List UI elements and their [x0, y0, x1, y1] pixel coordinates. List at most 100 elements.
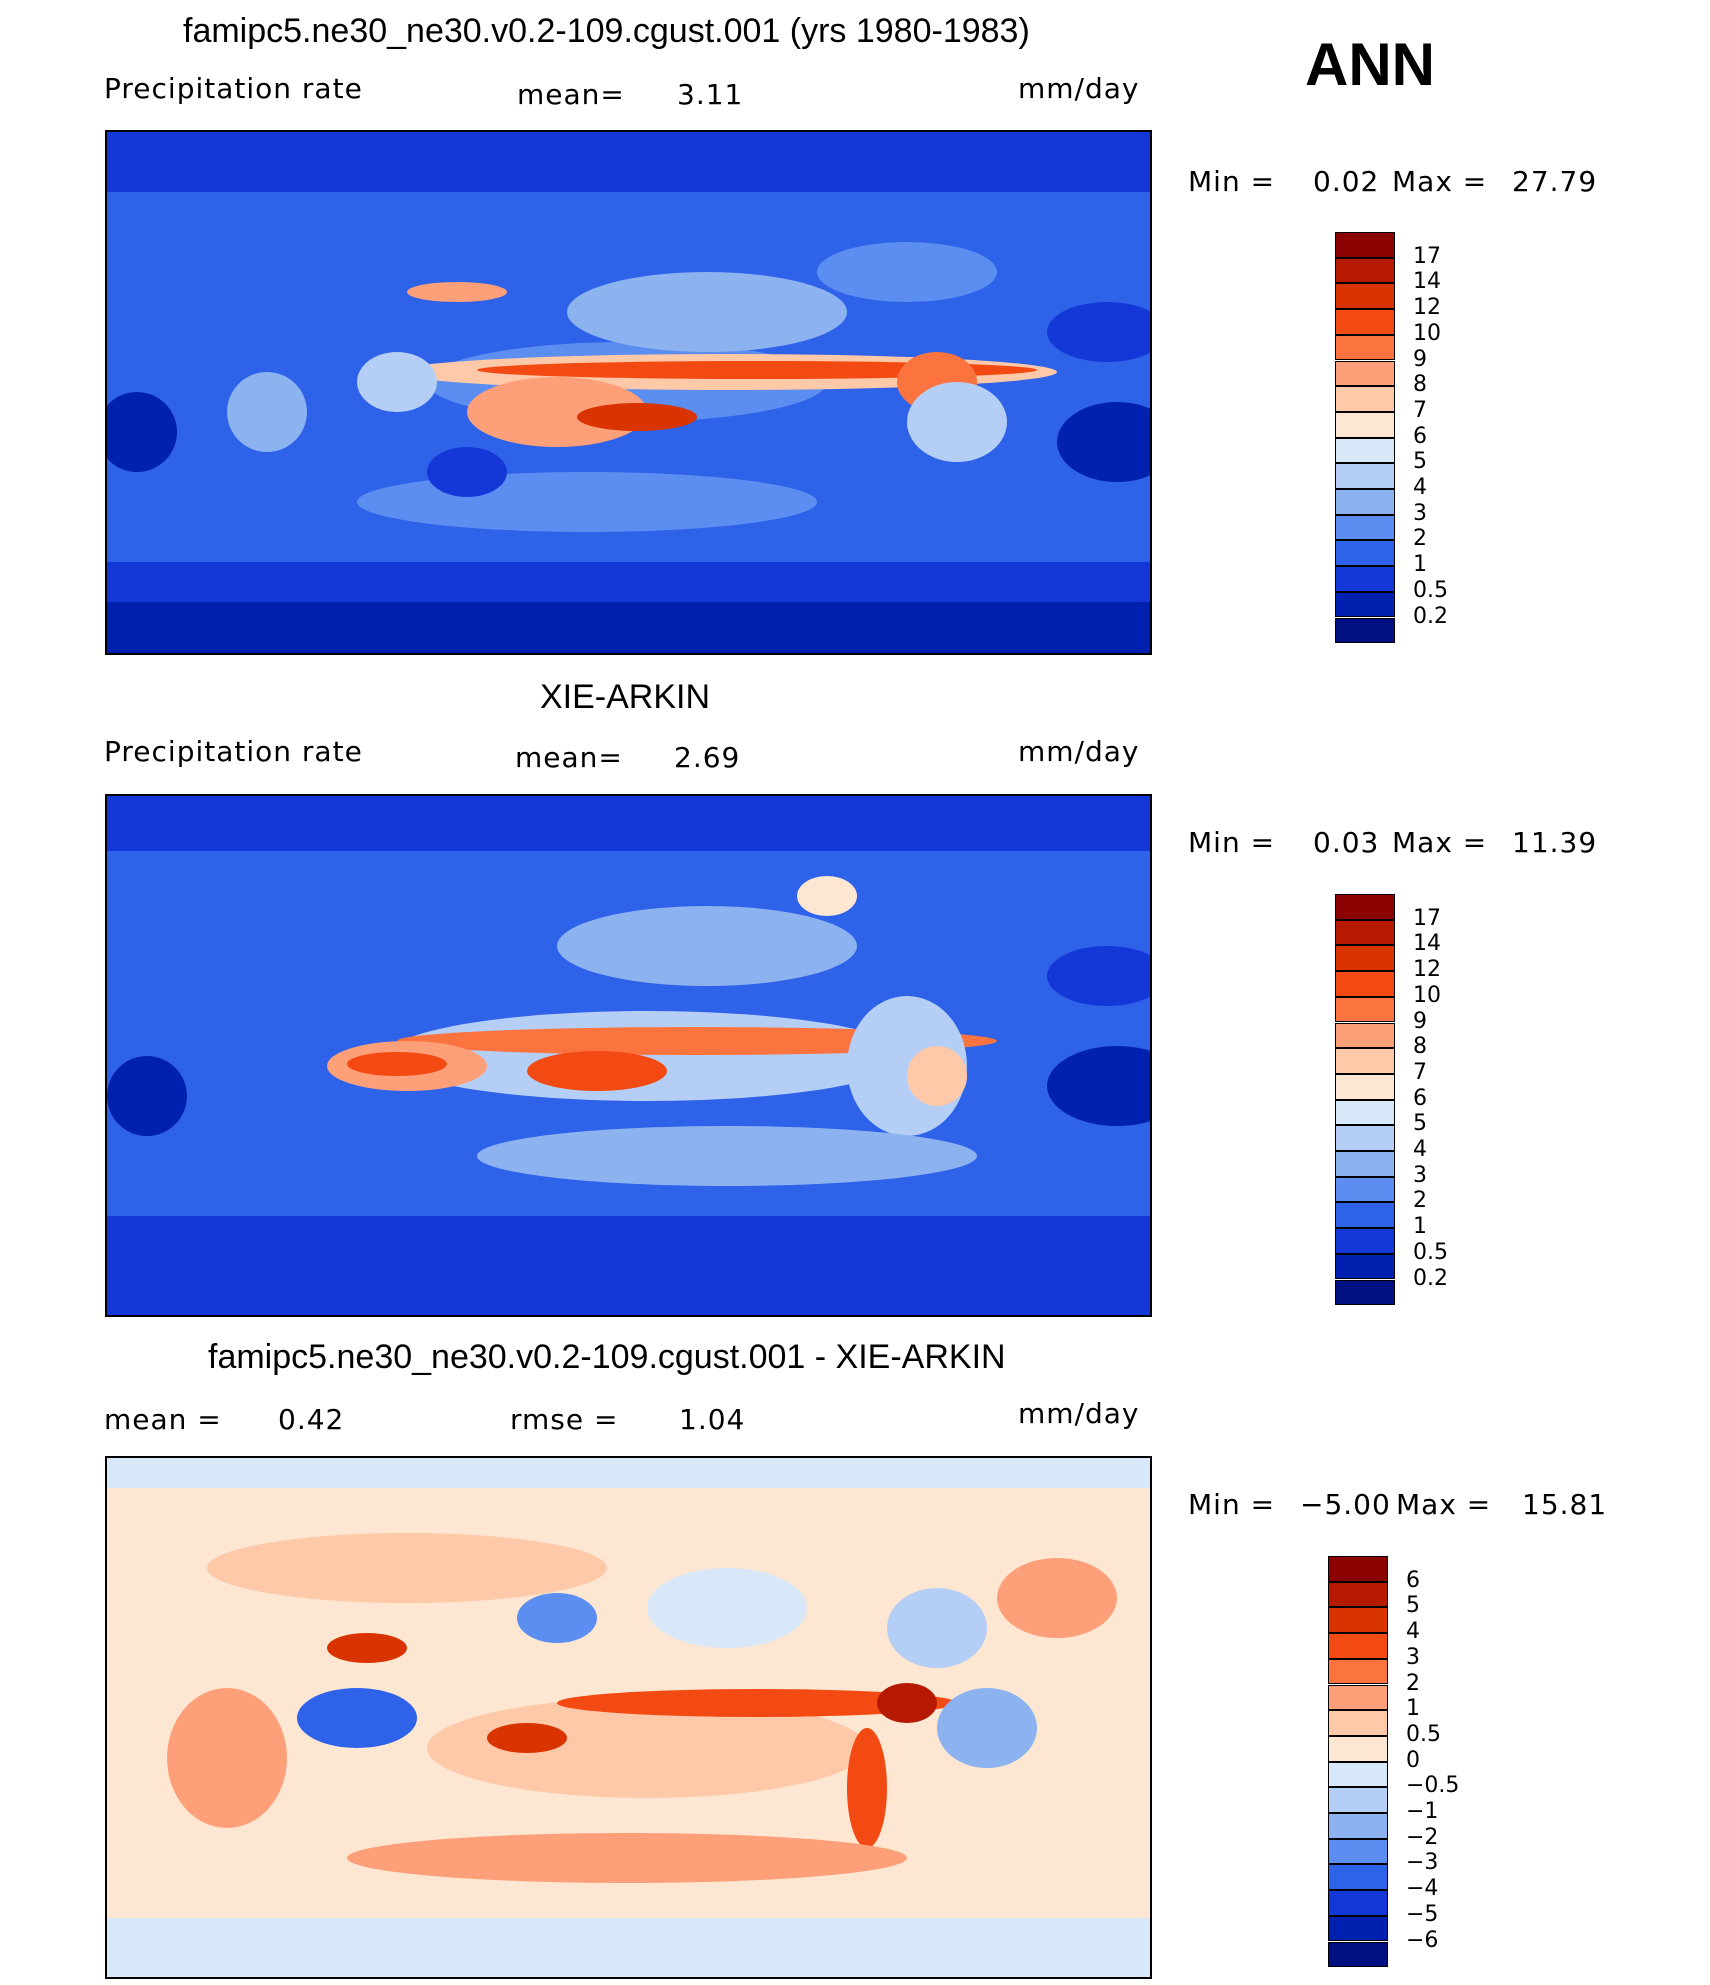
colorbar-tick-label: 7 — [1413, 1059, 1427, 1085]
colorbar-tick-label: 1 — [1413, 552, 1427, 578]
colorbar-tick-label: 6 — [1413, 1085, 1427, 1111]
colorbar-tick-label: 0.5 — [1406, 1721, 1441, 1747]
colorbar-swatch — [1335, 971, 1395, 997]
panel-1-min-value: 0.02 — [1313, 165, 1380, 198]
colorbar-swatch — [1328, 1787, 1388, 1813]
colorbar-swatch — [1335, 894, 1395, 920]
panel-1-mean-value: 3.11 — [677, 78, 744, 111]
panel-1-max-label: Max = — [1392, 165, 1488, 198]
colorbar-tick-label: −4 — [1406, 1876, 1439, 1902]
colorbar-swatch — [1328, 1735, 1388, 1762]
panel-1-units: mm/day — [1018, 72, 1140, 105]
colorbar-swatch — [1335, 919, 1395, 946]
panel-2-units: mm/day — [1018, 735, 1140, 768]
colorbar-tick-label: 12 — [1413, 295, 1441, 321]
colorbar-tick-label: 5 — [1413, 1111, 1427, 1137]
colorbar-tick-label: 0.5 — [1413, 577, 1448, 603]
panel-3-max-label: Max = — [1396, 1488, 1492, 1521]
panel-2-mean-label: mean= — [515, 741, 623, 774]
colorbar-swatch — [1328, 1607, 1388, 1634]
colorbar-tick-label: 3 — [1413, 1162, 1427, 1188]
colorbar-swatch — [1335, 1125, 1395, 1151]
colorbar-tick-label: 17 — [1413, 905, 1441, 931]
colorbar-tick-label: −1 — [1406, 1799, 1439, 1824]
panel-3-colorbar: 6 5 4 3 2 1 0.5 0 −0.5 −1 −2 −3 −4 −5 −6 — [1328, 1556, 1528, 1969]
panel-2-map — [105, 794, 1152, 1317]
panel-3-rmse-value: 1.04 — [679, 1403, 746, 1436]
panel-1-title: famipc5.ne30_ne30.v0.2-109.cgust.001 (yr… — [183, 12, 1030, 50]
colorbar-tick-label: −3 — [1406, 1850, 1439, 1876]
colorbar-tick-label: 14 — [1413, 931, 1441, 957]
colorbar-swatch — [1335, 1279, 1395, 1306]
colorbar-swatch — [1335, 996, 1395, 1023]
colorbar-swatch — [1335, 334, 1395, 361]
colorbar-swatch — [1335, 1048, 1395, 1074]
colorbar-swatch — [1328, 1890, 1388, 1916]
colorbar-tick-label: 6 — [1413, 423, 1427, 449]
panel-3-min-label: Min = — [1188, 1488, 1276, 1521]
colorbar-swatch — [1335, 540, 1395, 567]
panel-1-variable: Precipitation rate — [104, 72, 363, 105]
colorbar-swatch — [1335, 1253, 1395, 1280]
colorbar-swatch — [1335, 489, 1395, 515]
panel-2-max-value: 11.39 — [1512, 826, 1598, 859]
colorbar-tick-label: 10 — [1413, 320, 1441, 346]
colorbar-swatch — [1335, 617, 1395, 644]
panel-2-title: XIE-ARKIN — [540, 678, 711, 716]
colorbar-swatch — [1335, 1073, 1395, 1100]
colorbar-swatch — [1335, 386, 1395, 412]
colorbar-tick-label: −0.5 — [1406, 1773, 1460, 1799]
colorbar-swatch — [1335, 1151, 1395, 1177]
colorbar-swatch — [1328, 1813, 1388, 1839]
panel-1-colorbar: 17 14 12 10 9 8 7 6 5 4 3 2 1 0.5 0.2 — [1335, 232, 1535, 645]
panel-3-mean-value: 0.42 — [278, 1403, 345, 1436]
colorbar-swatch — [1328, 1864, 1388, 1891]
colorbar-tick-label: 0.2 — [1413, 603, 1448, 629]
colorbar-swatch — [1335, 1099, 1395, 1126]
colorbar-swatch — [1335, 463, 1395, 489]
colorbar-swatch — [1328, 1581, 1388, 1608]
colorbar-tick-label: 5 — [1413, 449, 1427, 475]
colorbar-swatch — [1328, 1838, 1388, 1865]
colorbar-tick-label: 8 — [1413, 372, 1427, 398]
panel-3-map — [105, 1456, 1152, 1979]
colorbar-swatch — [1328, 1710, 1388, 1736]
colorbar-swatch — [1328, 1915, 1388, 1942]
colorbar-tick-label: 12 — [1413, 957, 1441, 983]
colorbar-swatch — [1328, 1761, 1388, 1788]
colorbar-tick-label: 2 — [1413, 526, 1427, 552]
colorbar-swatch — [1335, 1228, 1395, 1254]
panel-2-colorbar: 17 14 12 10 9 8 7 6 5 4 3 2 1 0.5 0.2 — [1335, 894, 1535, 1307]
panel-3-mean-label: mean = — [104, 1403, 222, 1436]
colorbar-swatch — [1328, 1633, 1388, 1659]
colorbar-swatch — [1335, 360, 1395, 387]
panel-1-mean-label: mean= — [517, 78, 625, 111]
colorbar-swatch — [1328, 1684, 1388, 1711]
colorbar-swatch — [1335, 1176, 1395, 1203]
panel-3-max-value: 15.81 — [1522, 1488, 1608, 1521]
colorbar-swatch — [1335, 1022, 1395, 1049]
panel-1-map — [105, 130, 1152, 655]
colorbar-tick-label: 8 — [1413, 1034, 1427, 1060]
panel-2-min-label: Min = — [1188, 826, 1276, 859]
colorbar-tick-label: 14 — [1413, 269, 1441, 295]
colorbar-swatch — [1335, 591, 1395, 618]
panel-2-max-label: Max = — [1392, 826, 1488, 859]
colorbar-tick-label: 1 — [1413, 1214, 1427, 1240]
panel-2-min-value: 0.03 — [1313, 826, 1380, 859]
panel-3-rmse-label: rmse = — [510, 1403, 619, 1436]
colorbar-swatch — [1335, 945, 1395, 972]
panel-1-min-label: Min = — [1188, 165, 1276, 198]
colorbar-swatch — [1328, 1556, 1388, 1582]
colorbar-tick-label: 2 — [1413, 1188, 1427, 1214]
panel-3-units: mm/day — [1018, 1397, 1140, 1430]
colorbar-swatch — [1335, 309, 1395, 335]
colorbar-tick-label: −5 — [1406, 1901, 1439, 1927]
colorbar-tick-label: 6 — [1406, 1567, 1420, 1593]
colorbar-tick-label: −6 — [1406, 1927, 1439, 1953]
colorbar-tick-label: 1 — [1406, 1696, 1420, 1722]
colorbar-tick-label: −2 — [1406, 1824, 1439, 1850]
colorbar-tick-label: 3 — [1406, 1644, 1420, 1670]
colorbar-swatch — [1335, 566, 1395, 592]
colorbar-tick-label: 9 — [1413, 1008, 1427, 1034]
